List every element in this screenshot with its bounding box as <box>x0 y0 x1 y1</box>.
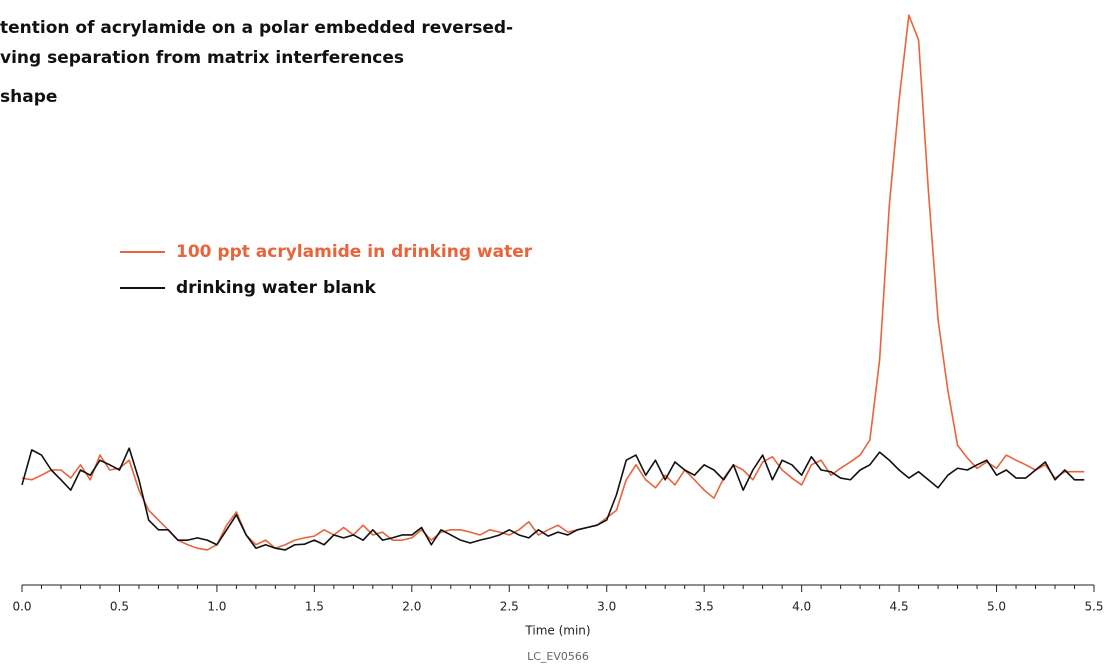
figure-code: LC_EV0566 <box>527 650 589 663</box>
header-line: shape <box>0 87 57 107</box>
x-tick-label: 3.0 <box>597 600 616 614</box>
x-tick-label: 1.0 <box>207 600 226 614</box>
x-tick-label: 5.5 <box>1084 600 1103 614</box>
x-tick-label: 4.0 <box>792 600 811 614</box>
header-line: ving separation from matrix interference… <box>0 48 404 68</box>
legend-label: drinking water blank <box>176 278 377 298</box>
x-tick-label: 2.0 <box>402 600 421 614</box>
x-axis-title: Time (min) <box>524 624 590 638</box>
x-tick-label: 1.5 <box>305 600 324 614</box>
legend-label: 100 ppt acrylamide in drinking water <box>176 242 533 262</box>
series-line <box>21 14 1085 551</box>
x-tick-label: 2.5 <box>500 600 519 614</box>
x-tick-label: 0.0 <box>12 600 31 614</box>
x-tick-label: 4.5 <box>890 600 909 614</box>
header-line: tention of acrylamide on a polar embedde… <box>0 18 513 38</box>
x-tick-label: 0.5 <box>110 600 129 614</box>
x-tick-label: 5.0 <box>987 600 1006 614</box>
series-line <box>21 447 1085 551</box>
x-tick-label: 3.5 <box>695 600 714 614</box>
